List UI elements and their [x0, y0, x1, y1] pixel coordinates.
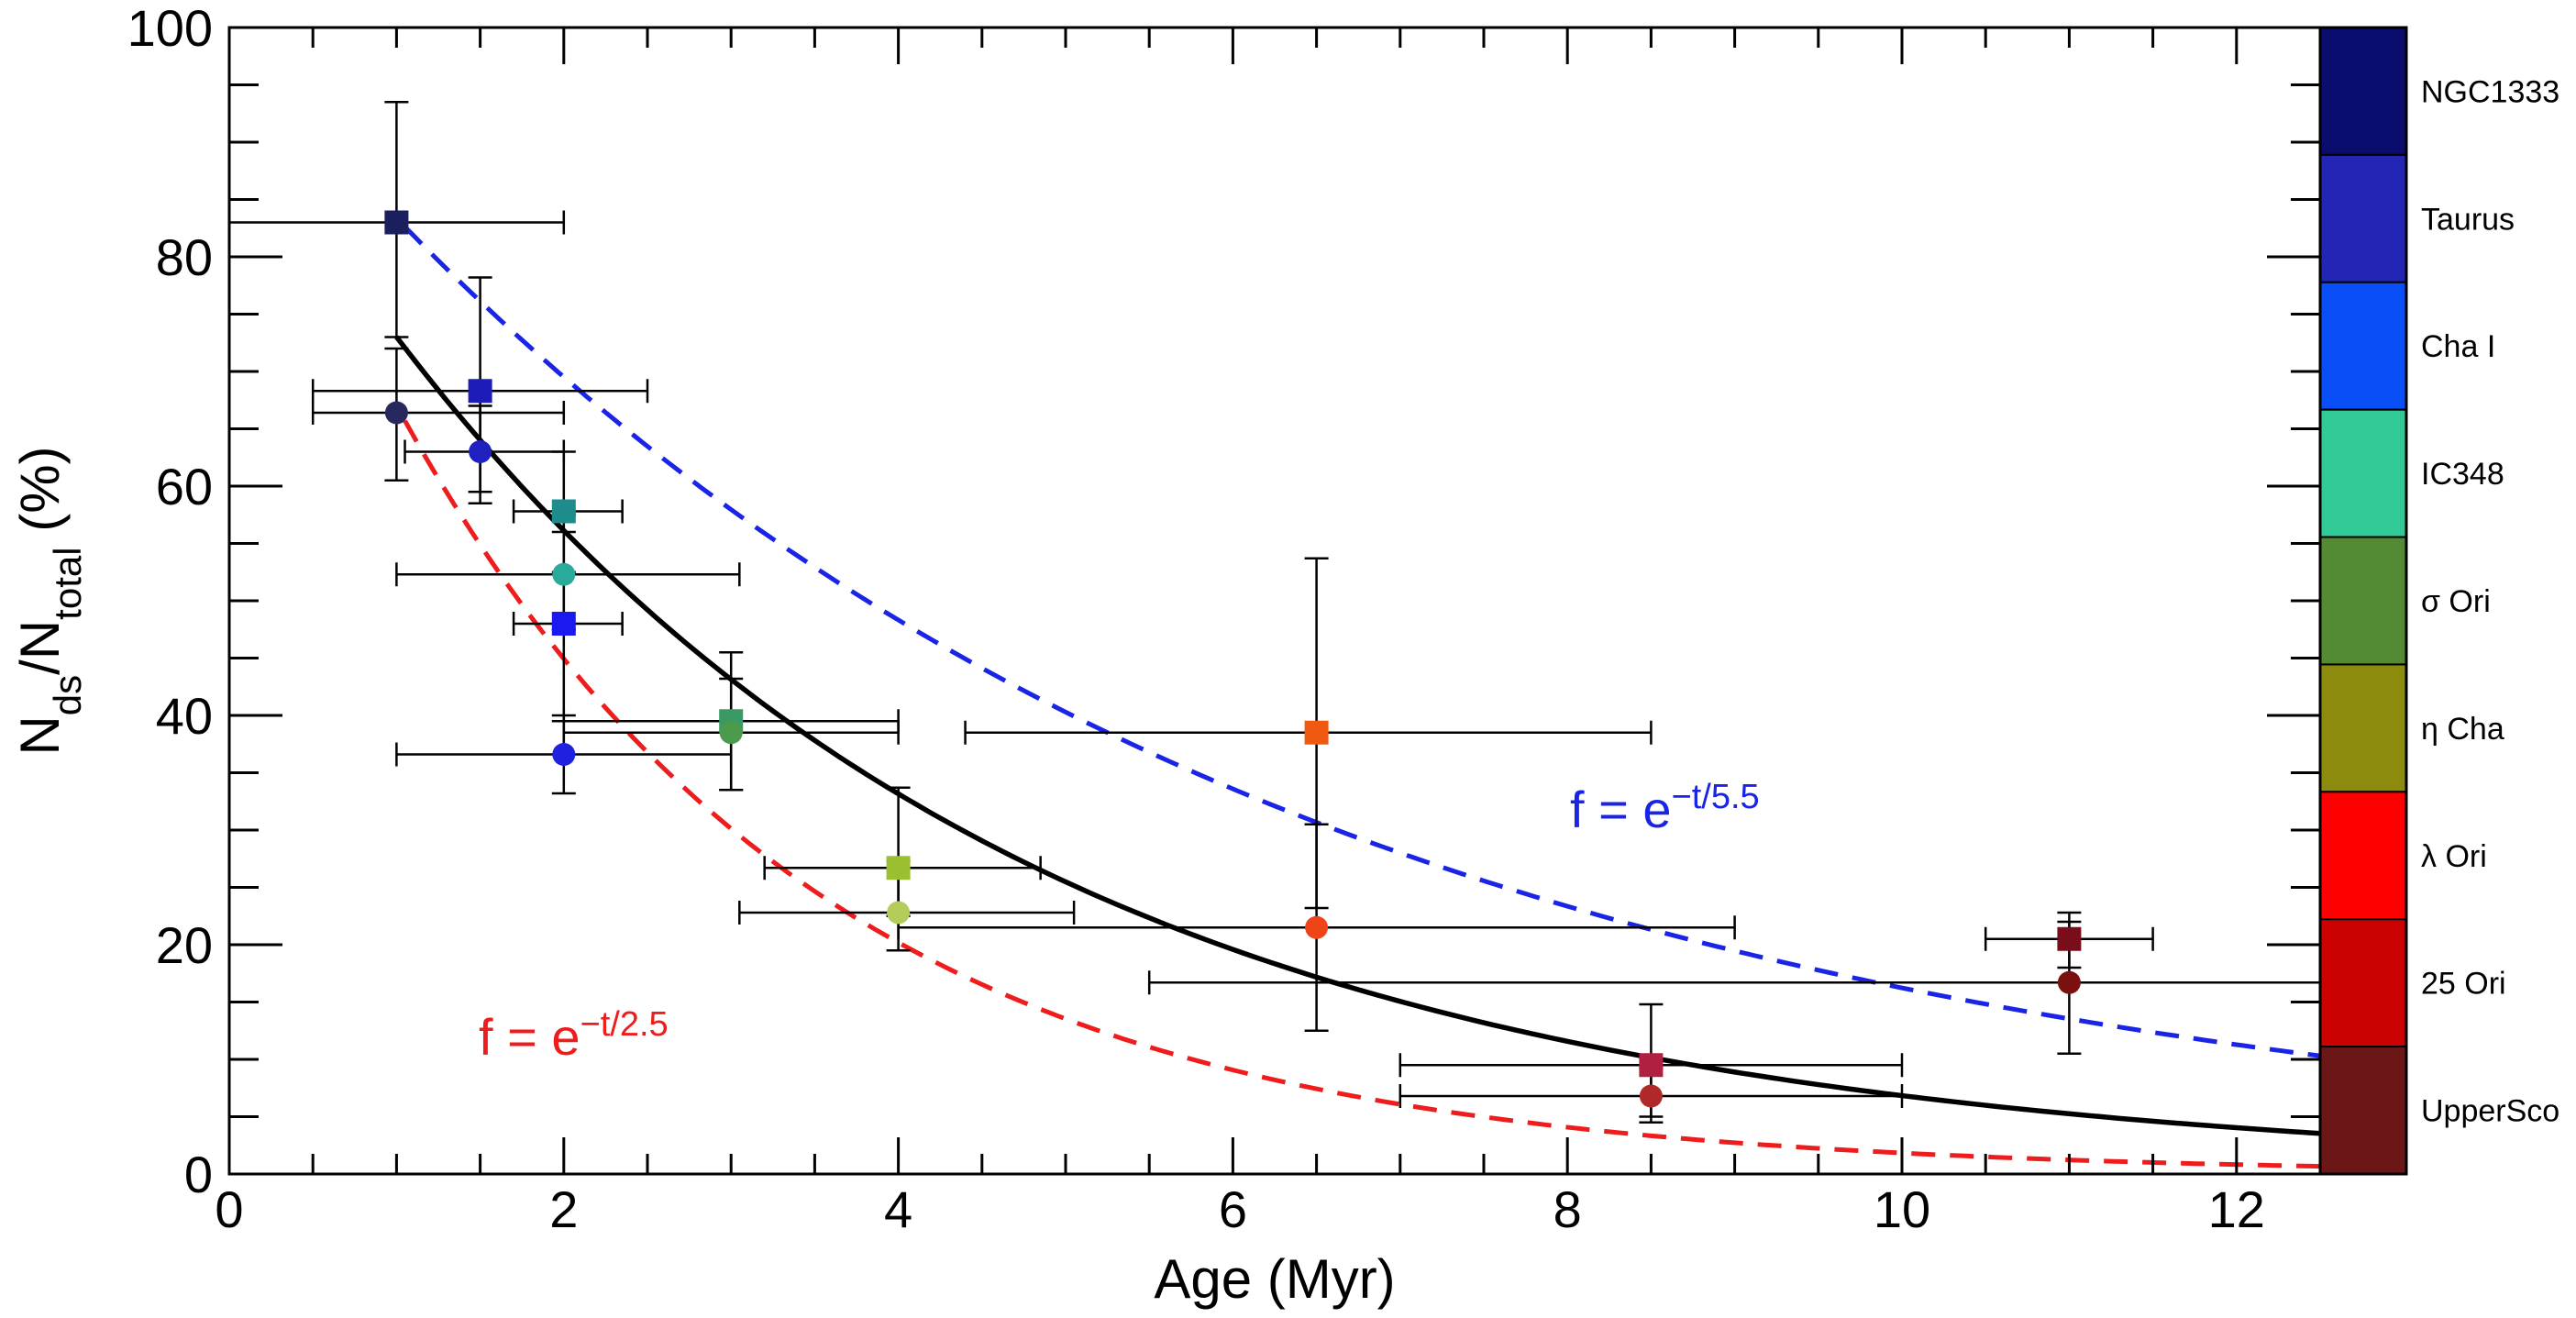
error-bars	[229, 101, 2320, 1124]
data-point-square	[2057, 926, 2082, 951]
blue-fit-curve	[403, 225, 2320, 1058]
annotation-blue-fit: f = e−t/5.5	[1570, 778, 1760, 838]
data-point-square	[1639, 1053, 1664, 1078]
x-tick-label: 0	[215, 1180, 243, 1238]
colorbar-segment	[2319, 408, 2407, 538]
colorbar-label: NGC1333	[2421, 74, 2559, 109]
colorbar-label: λ Ori	[2421, 839, 2487, 874]
colorbar-label: η Cha	[2421, 712, 2504, 747]
data-point-square	[551, 612, 576, 636]
x-tick-label: 4	[884, 1180, 912, 1238]
data-point-circle	[1305, 915, 1329, 939]
y-tick-label: 100	[127, 0, 213, 57]
y-tick-label: 20	[156, 916, 213, 974]
y-tick-labels: 0 20 40 60 80 100	[127, 0, 213, 1203]
colorbar-segment	[2319, 1046, 2407, 1175]
data-point-square	[384, 210, 409, 235]
colorbar-segment	[2319, 153, 2407, 283]
data-point-circle	[552, 743, 576, 766]
data-point-circle	[552, 562, 576, 586]
x-tick-labels: 0 2 4 6 8 10 12	[215, 1180, 2265, 1238]
x-tick-label: 12	[2208, 1180, 2265, 1238]
x-tick-label: 6	[1219, 1180, 1247, 1238]
colorbar-label: 25 Ori	[2421, 967, 2506, 1002]
x-tick-label: 10	[1874, 1180, 1930, 1238]
x-tick-label: 2	[549, 1180, 578, 1238]
colorbar-label: UpperSco	[2421, 1094, 2559, 1129]
data-point-circle	[1639, 1084, 1663, 1108]
colorbar-segment	[2319, 536, 2407, 666]
data-point-square	[886, 856, 911, 881]
y-tick-label: 80	[156, 228, 213, 286]
colorbar-segment	[2319, 663, 2407, 793]
y-tick-label: 60	[156, 458, 213, 515]
data-point-square	[551, 499, 576, 524]
data-point-circle	[2057, 970, 2081, 994]
data-point-square	[468, 379, 492, 404]
colorbar-segment	[2319, 918, 2407, 1048]
axis-ticks	[227, 26, 2322, 1176]
red-fit-curve	[403, 419, 2320, 1169]
colorbar-label: IC348	[2421, 457, 2504, 492]
x-axis-title: Age (Myr)	[1154, 1248, 1395, 1310]
colorbar-label: Cha I	[2421, 329, 2495, 364]
data-point-circle	[887, 901, 911, 925]
annotation-red-fit: f = e−t/2.5	[479, 1005, 669, 1066]
colorbar-segment	[2319, 281, 2407, 411]
fit-curves	[394, 225, 2320, 1169]
colorbar: NGC1333 Taurus Cha I IC348 σ Ori η Cha λ Ori 25…	[2318, 26, 2559, 1176]
y-axis-title: Nds/Ntotal (%)	[9, 446, 89, 755]
x-tick-label: 8	[1553, 1180, 1582, 1238]
y-tick-label: 40	[156, 687, 213, 745]
data-points	[384, 210, 2082, 1108]
plot-frame	[227, 26, 2322, 1176]
data-point-circle	[469, 440, 492, 463]
y-tick-label: 0	[184, 1146, 213, 1203]
colorbar-label: Taurus	[2421, 202, 2515, 237]
colorbar-frame	[2318, 26, 2408, 1176]
black-fit-curve	[394, 335, 2320, 1136]
data-point-circle	[384, 401, 408, 425]
colorbar-segment	[2319, 791, 2407, 921]
data-point-square	[1304, 720, 1329, 745]
colorbar-segment	[2319, 27, 2407, 156]
data-point-circle	[719, 721, 743, 745]
colorbar-label: σ Ori	[2421, 584, 2491, 619]
